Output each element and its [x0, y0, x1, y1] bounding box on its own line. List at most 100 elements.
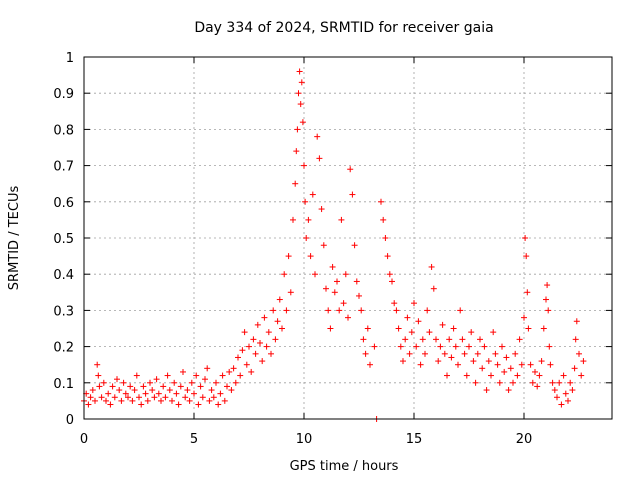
axis-ticks: 00.10.20.30.40.50.60.70.80.910 5 10 15 20	[53, 51, 612, 447]
data-point	[338, 216, 345, 223]
data-point	[285, 253, 292, 260]
y-tick-label: 0.9	[53, 87, 74, 102]
data-point	[499, 343, 505, 350]
data-point	[430, 285, 437, 292]
y-tick-label: 1	[66, 51, 74, 66]
data-point	[356, 292, 362, 299]
data-point	[290, 216, 296, 223]
data-point	[393, 307, 400, 314]
data-point	[518, 361, 525, 368]
data-point	[543, 296, 549, 303]
data-point	[259, 358, 266, 365]
data-point	[419, 336, 426, 343]
data-point	[461, 350, 468, 357]
data-point	[331, 289, 338, 296]
y-axis-label: SRMTID / TECUs	[7, 186, 22, 291]
data-point	[239, 347, 246, 354]
data-point	[501, 368, 508, 375]
data-point	[521, 314, 527, 321]
data-point	[494, 361, 501, 368]
data-point	[578, 372, 585, 379]
data-point	[481, 343, 488, 350]
data-point	[556, 379, 563, 386]
data-point	[576, 350, 582, 357]
data-point	[208, 387, 215, 394]
data-point	[210, 394, 217, 401]
data-point	[503, 354, 510, 361]
data-point	[195, 401, 202, 408]
data-point	[246, 343, 252, 350]
data-point	[536, 372, 543, 379]
data-point	[380, 216, 387, 223]
data-point	[279, 325, 285, 332]
data-point	[140, 383, 147, 390]
y-tick-label: 0.1	[53, 377, 74, 392]
data-point	[391, 300, 398, 307]
data-point	[175, 401, 182, 408]
data-point	[149, 387, 156, 394]
data-point	[342, 271, 349, 278]
data-point	[538, 358, 545, 365]
data-point	[221, 397, 228, 404]
data-point	[525, 325, 532, 332]
data-point	[217, 390, 224, 397]
data-point	[378, 198, 384, 205]
data-point	[360, 336, 367, 343]
data-point	[477, 336, 483, 343]
data-point	[397, 343, 404, 350]
data-point	[305, 216, 312, 223]
data-point	[122, 390, 129, 397]
data-point	[158, 397, 164, 404]
data-point	[235, 354, 241, 361]
data-point	[316, 155, 323, 162]
data-point	[534, 383, 541, 390]
data-point	[107, 401, 114, 408]
data-point	[142, 390, 149, 397]
data-point	[155, 390, 162, 397]
data-point	[96, 383, 103, 390]
data-point	[95, 372, 102, 379]
data-point	[118, 397, 125, 404]
data-point	[224, 383, 230, 390]
data-point	[182, 394, 189, 401]
data-point	[558, 401, 565, 408]
data-point	[386, 271, 393, 278]
data-point	[327, 325, 334, 332]
data-point	[180, 368, 186, 375]
data-point	[446, 336, 453, 343]
data-point	[265, 329, 272, 336]
data-point	[389, 278, 395, 285]
data-point	[263, 343, 270, 350]
data-point	[395, 325, 402, 332]
data-point	[294, 126, 301, 133]
data-point	[206, 397, 213, 404]
data-point	[362, 350, 369, 357]
data-point	[437, 343, 444, 350]
data-point	[193, 372, 200, 379]
data-point	[329, 263, 336, 270]
data-point	[507, 365, 514, 372]
data-point	[215, 401, 222, 408]
y-tick-label: 0	[66, 413, 74, 428]
data-point	[472, 379, 479, 386]
data-point	[153, 376, 160, 383]
data-point	[114, 376, 120, 383]
data-point	[452, 343, 459, 350]
data-point	[228, 387, 235, 394]
data-point	[323, 285, 329, 292]
data-point	[230, 365, 237, 372]
data-point	[98, 394, 105, 401]
data-point	[166, 387, 173, 394]
data-point	[364, 325, 371, 332]
data-point	[565, 397, 571, 404]
data-point	[455, 361, 461, 368]
data-point	[186, 397, 193, 404]
data-point	[125, 394, 131, 401]
data-point	[232, 379, 239, 386]
data-point	[254, 321, 261, 328]
data-point	[384, 253, 391, 260]
data-point	[296, 68, 303, 75]
data-point	[422, 350, 428, 357]
data-point	[512, 350, 519, 357]
